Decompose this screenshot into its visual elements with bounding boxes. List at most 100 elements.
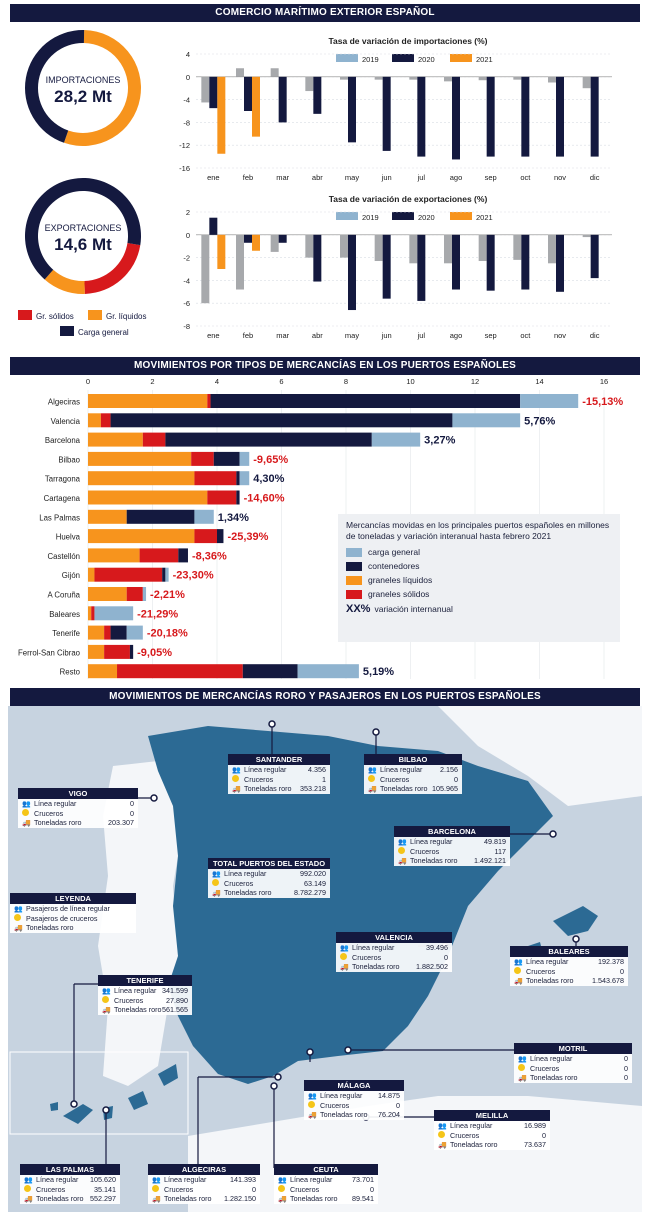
bar-2020-jul [417, 234, 426, 301]
row-label: Cruceros [290, 1184, 320, 1194]
legend-label: 2020 [418, 213, 435, 222]
port-row-linea: 👥 Línea regular 341.599 [98, 986, 192, 996]
port-name: MOTRIL [514, 1043, 632, 1054]
donut-slice-general [25, 30, 85, 143]
row-value: 49.819 [484, 837, 506, 847]
bar-segment [242, 664, 298, 679]
row-value: 0 [130, 808, 134, 818]
bar-2020-ene [209, 76, 218, 109]
donut-value: 28,2 Mt [54, 87, 112, 106]
x-tick-label: ene [207, 173, 220, 182]
variation-label: -21,29% [137, 608, 178, 620]
bar-segment [88, 567, 95, 582]
port-name: VIGO [18, 788, 138, 799]
port-box-bilbao: BILBAO 👥 Línea regular 2.156 Cruceros 0 🚚 Tonel… [364, 754, 462, 794]
port-row-roro: 🚚 Toneladas roro 1.492.121 [394, 856, 510, 866]
port-row-linea: 👥 Línea regular 105.620 [20, 1175, 120, 1185]
y-tick-label: -16 [179, 164, 190, 173]
bar-segment [194, 529, 217, 544]
x-tick-label: mar [276, 173, 289, 182]
legend-item-liquidos: graneles líquidos [346, 575, 612, 585]
variation-label: -15,13% [582, 396, 623, 408]
category-label: Ferrol-San Cibrao [18, 648, 81, 657]
x-tick-label: 2 [150, 377, 154, 386]
bar-2019-dic [582, 76, 591, 89]
x-tick-label: 6 [279, 377, 283, 386]
bar-2019-ago [444, 234, 452, 264]
port-row-cruceros: Cruceros 0 [434, 1130, 550, 1141]
row-label: Toneladas roro [114, 1005, 162, 1015]
legend-row-roro: 🚚 Toneladas roro [14, 923, 74, 933]
x-tick-label: nov [554, 173, 566, 182]
passengers-icon: 👥 [518, 1055, 527, 1063]
row-value: 73.701 [352, 1175, 374, 1185]
bar-2019-jun [374, 234, 383, 262]
cruise-icon [278, 1184, 290, 1194]
row-value: 63.149 [304, 878, 326, 888]
port-row-linea: 👥 Línea regular 992.020 [208, 869, 330, 879]
bar-segment [126, 509, 195, 524]
row-value: 0 [624, 1054, 628, 1064]
x-tick-label: abr [312, 331, 323, 340]
port-row-cruceros: Cruceros 0 [304, 1100, 404, 1111]
bar-segment [88, 509, 127, 524]
passengers-icon: 👥 [22, 800, 31, 808]
port-row-roro: 🚚 Toneladas roro 89.541 [274, 1194, 378, 1204]
bar-2020-may [348, 234, 356, 311]
row-value: 141.393 [230, 1175, 256, 1185]
row-value: 16.989 [524, 1121, 546, 1131]
y-tick-label: 0 [186, 231, 190, 240]
bar-segment [126, 587, 143, 601]
bar-2020-ago [452, 234, 460, 290]
row-label: Toneladas roro [320, 1110, 368, 1120]
bar-2021-ene [217, 234, 226, 269]
bar-2019-ene [201, 234, 210, 304]
category-label: Barcelona [45, 436, 81, 445]
bar-segment [117, 664, 243, 679]
category-label: Baleares [49, 610, 80, 619]
port-row-roro: 🚚 Toneladas roro 8.782.279 [208, 888, 330, 898]
category-label: Tenerife [52, 629, 80, 638]
category-label: Gijón [62, 571, 80, 580]
baleares-islands [553, 906, 598, 936]
row-label: Toneladas roro [352, 962, 400, 972]
legend-label-general: Carga general [78, 328, 129, 337]
bar-2020-jul [417, 76, 426, 157]
truck-icon: 🚚 [398, 857, 407, 865]
bar-2020-feb [244, 234, 252, 243]
row-label: Toneladas roro [450, 1140, 498, 1150]
legend-item-solidos: graneles sólidos [346, 589, 612, 599]
x-tick-label: 10 [406, 377, 414, 386]
row-value: 992.020 [300, 869, 326, 879]
category-label: A Coruña [47, 591, 80, 600]
bar-segment [88, 490, 208, 505]
legend-swatch [336, 54, 358, 62]
category-label: Resto [60, 668, 81, 677]
category-label: Cartagena [44, 494, 81, 503]
bar-2019-jul [409, 76, 418, 80]
port-row-cruceros: Cruceros 0 [274, 1184, 378, 1195]
port-row-linea: 👥 Línea regular 4.356 [228, 765, 330, 775]
x-tick-label: nov [554, 331, 566, 340]
y-tick-label: -4 [183, 276, 190, 285]
y-tick-label: -6 [183, 299, 190, 308]
cruise-icon [368, 774, 380, 784]
bar-2020-dic [590, 234, 599, 279]
bar-2019-dic [582, 234, 591, 238]
truck-icon: 🚚 [232, 785, 241, 793]
bar-2020-abr [313, 76, 322, 114]
x-tick-label: 8 [344, 377, 348, 386]
y-tick-label: 2 [186, 208, 190, 217]
x-tick-label: feb [243, 331, 253, 340]
bar-2020-mar [278, 234, 287, 243]
bar-segment [213, 451, 240, 466]
bar-segment [236, 490, 240, 505]
port-row-linea: 👥 Línea regular 39.496 [336, 943, 452, 953]
bar-2019-feb [236, 68, 244, 77]
x-tick-label: 14 [535, 377, 543, 386]
bar-2020-nov [556, 234, 564, 292]
x-tick-label: sep [485, 331, 497, 340]
bar-segment [207, 394, 211, 408]
variation-label: -9,65% [253, 454, 288, 466]
port-box-motril: MOTRIL 👥 Línea regular 0 Cruceros 0 🚚 Toneladas… [514, 1043, 632, 1083]
